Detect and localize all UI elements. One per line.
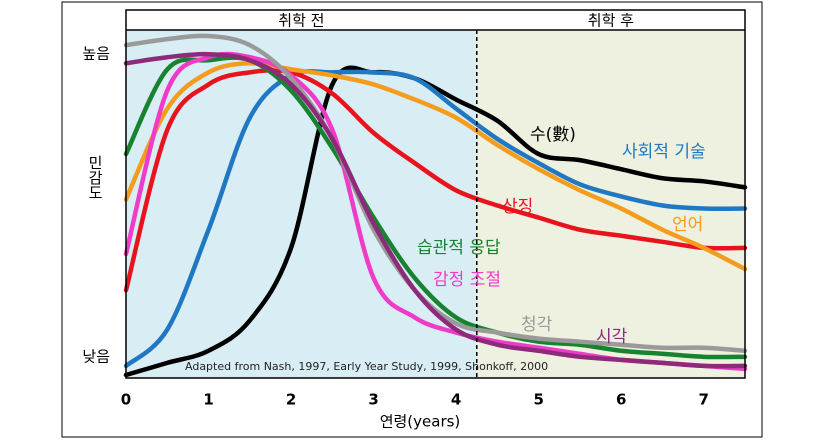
x-tick-label: 7 [699, 391, 709, 409]
series-label: 감정 조절 [433, 270, 501, 290]
series-label: 사회적 기술 [622, 142, 706, 162]
plot-frame [125, 9, 746, 379]
x-tick-label: 6 [616, 391, 626, 409]
x-axis-label: 연령(years) [380, 413, 461, 431]
x-tick-label: 5 [533, 391, 543, 409]
region-label: 취학 후 [588, 12, 634, 30]
y-tick-label: 높음 [82, 45, 110, 63]
series-label: 언어 [672, 215, 703, 235]
y-tick-label: 낮음 [82, 347, 110, 365]
x-tick-label: 2 [286, 391, 296, 409]
series-line [123, 55, 748, 360]
x-tick-label: 3 [368, 391, 378, 409]
x-tick-label: 4 [451, 391, 461, 409]
series-label: 청각 [521, 315, 553, 335]
series-label: 습관적 응답 [417, 238, 501, 258]
series-label: 상징 [502, 197, 533, 217]
series-line [123, 68, 748, 293]
source-note: Adapted from Nash, 1997, Early Year Stud… [185, 360, 548, 373]
lines [123, 33, 748, 378]
series-line [123, 51, 748, 369]
x-tick-label: 1 [203, 391, 213, 409]
region-label: 취학 전 [278, 12, 324, 30]
series-label: 수(數) [530, 125, 576, 145]
y-axis-label: 민감도 [86, 155, 104, 200]
x-tick-label: 0 [121, 391, 131, 409]
series-line [123, 68, 748, 369]
series-line [123, 61, 748, 272]
series-label: 시각 [596, 327, 628, 347]
